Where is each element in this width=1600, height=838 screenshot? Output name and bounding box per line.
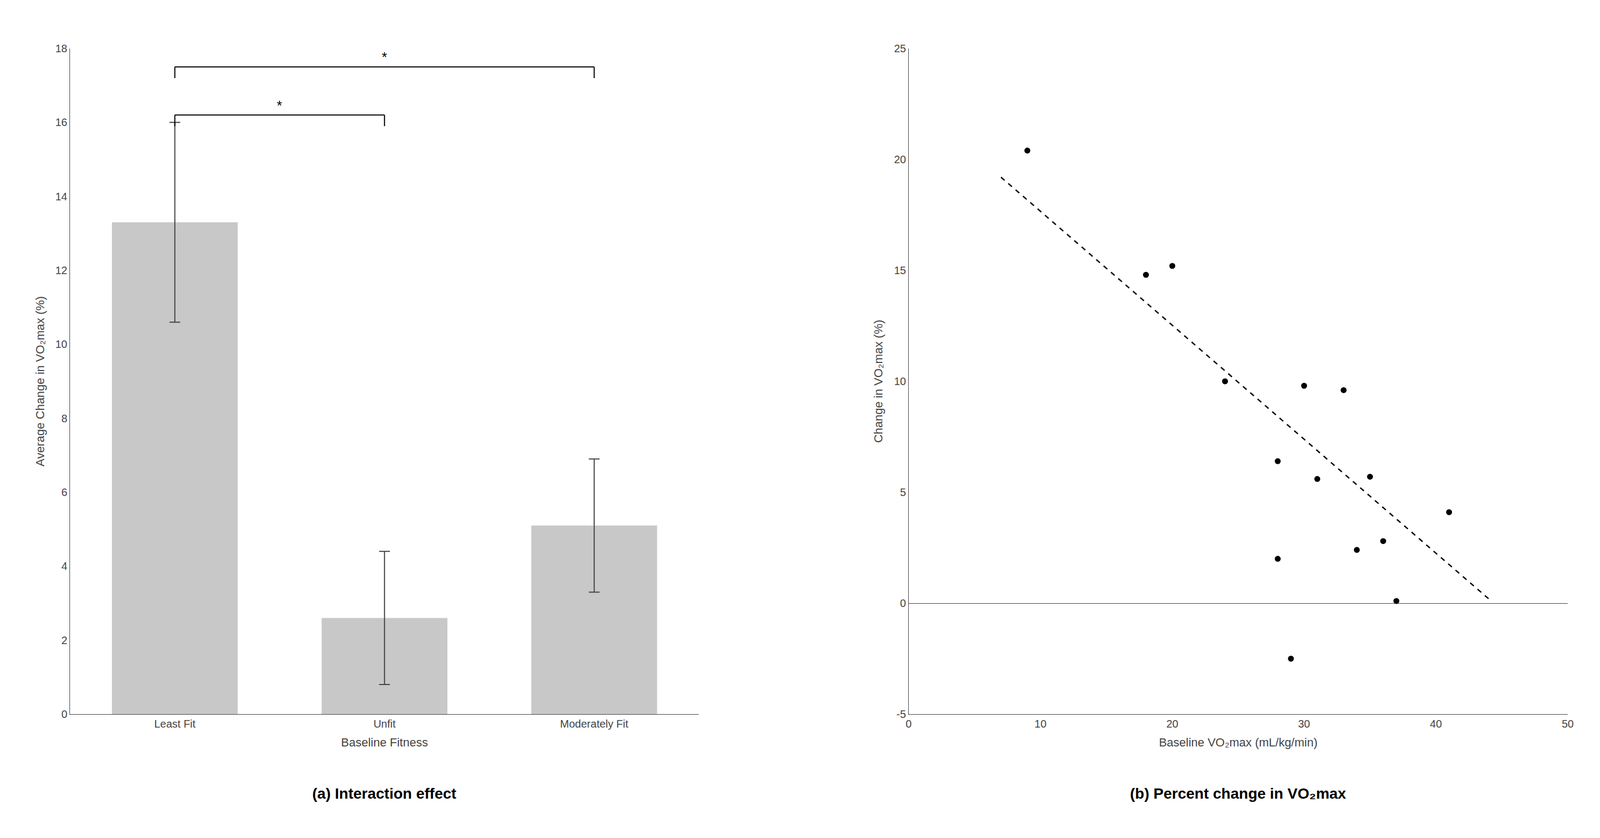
- svg-text:Average Change in VO₂max (%): Average Change in VO₂max (%): [33, 296, 47, 467]
- svg-text:10: 10: [1034, 717, 1047, 730]
- svg-text:12: 12: [55, 264, 68, 277]
- svg-text:18: 18: [55, 42, 68, 55]
- svg-text:5: 5: [900, 486, 907, 498]
- svg-text:10: 10: [55, 338, 68, 350]
- svg-text:10: 10: [894, 375, 907, 388]
- svg-text:Baseline VO₂max (mL/kg/min): Baseline VO₂max (mL/kg/min): [1159, 735, 1318, 749]
- svg-text:50: 50: [1561, 717, 1574, 730]
- svg-text:4: 4: [61, 559, 68, 572]
- svg-text:25: 25: [894, 42, 907, 55]
- svg-text:Moderately Fit: Moderately Fit: [559, 717, 629, 730]
- svg-text:Baseline Fitness: Baseline Fitness: [341, 735, 428, 749]
- svg-text:(b) Percent change in VO₂max: (b) Percent change in VO₂max: [1130, 784, 1347, 802]
- svg-text:6: 6: [61, 486, 68, 498]
- svg-text:(a) Interaction effect: (a) Interaction effect: [312, 784, 457, 802]
- svg-text:Unfit: Unfit: [373, 717, 397, 730]
- svg-text:14: 14: [55, 190, 68, 203]
- svg-text:-5: -5: [896, 707, 907, 720]
- svg-text:0: 0: [905, 717, 912, 730]
- svg-text:20: 20: [1166, 717, 1178, 730]
- svg-text:20: 20: [894, 153, 907, 166]
- svg-text:0: 0: [61, 707, 68, 720]
- svg-text:40: 40: [1429, 717, 1442, 730]
- svg-text:8: 8: [61, 412, 68, 425]
- svg-text:*: *: [381, 48, 388, 66]
- svg-text:*: *: [276, 97, 283, 114]
- svg-text:15: 15: [894, 264, 907, 277]
- svg-text:30: 30: [1297, 717, 1310, 730]
- svg-text:2: 2: [61, 634, 68, 647]
- svg-text:Change in VO₂max (%): Change in VO₂max (%): [871, 319, 886, 444]
- svg-text:Least Fit: Least Fit: [153, 717, 196, 730]
- svg-text:0: 0: [900, 597, 907, 609]
- svg-text:16: 16: [55, 116, 68, 129]
